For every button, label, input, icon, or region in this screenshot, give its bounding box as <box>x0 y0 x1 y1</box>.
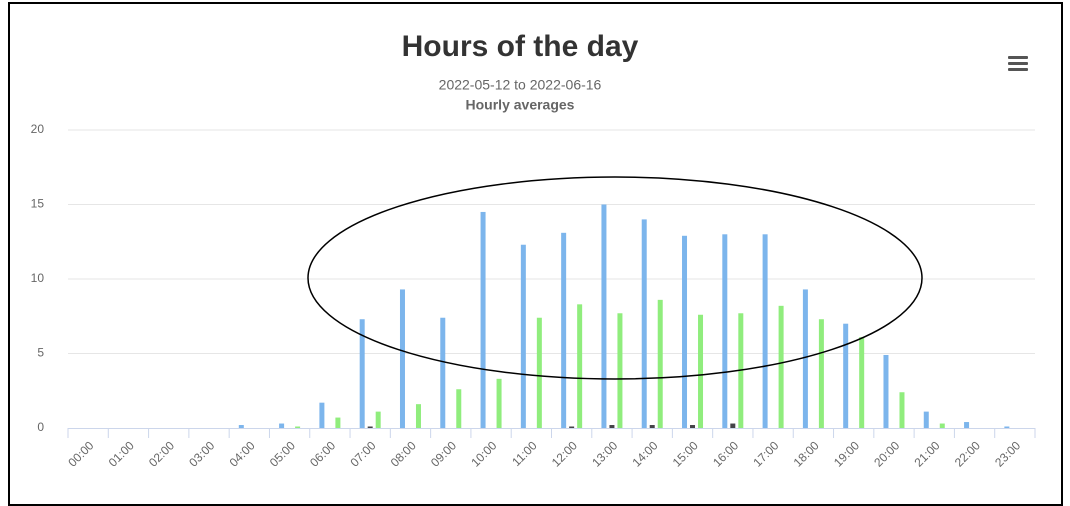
x-tick-label: 00:00 <box>65 438 96 469</box>
bar <box>367 426 373 428</box>
bar <box>279 423 285 428</box>
x-tick-label: 19:00 <box>831 438 862 469</box>
bar <box>561 232 567 428</box>
x-tick-label: 15:00 <box>670 438 701 469</box>
bar <box>440 317 446 428</box>
x-tick-label: 23:00 <box>992 438 1023 469</box>
bar <box>883 354 889 428</box>
x-tick-label: 04:00 <box>227 438 258 469</box>
bar <box>762 234 768 428</box>
x-tick-label: 12:00 <box>549 438 580 469</box>
bar <box>843 323 849 428</box>
bar <box>359 319 365 428</box>
x-tick-label: 21:00 <box>912 438 943 469</box>
bar <box>375 411 381 428</box>
x-tick-label: 13:00 <box>589 438 620 469</box>
bar <box>730 423 736 428</box>
bar <box>415 404 421 428</box>
bar <box>456 389 462 428</box>
bar <box>923 411 929 428</box>
menu-bar[interactable] <box>1008 68 1028 71</box>
bar <box>657 299 663 428</box>
y-tick-label: 15 <box>31 197 45 211</box>
bar <box>698 314 704 428</box>
x-tick-label: 01:00 <box>106 438 137 469</box>
y-tick-label: 10 <box>31 271 45 285</box>
x-tick-label: 11:00 <box>509 438 540 469</box>
menu-bar[interactable] <box>1008 62 1028 65</box>
bar <box>319 402 325 428</box>
x-tick-label: 17:00 <box>750 438 781 469</box>
chart-subtitle: Hourly averages <box>466 97 575 113</box>
y-tick-label: 20 <box>31 122 45 136</box>
bar <box>536 317 542 428</box>
bar <box>802 289 808 428</box>
x-tick-label: 03:00 <box>186 438 217 469</box>
bar <box>601 204 607 428</box>
menu-icon[interactable] <box>1008 56 1028 71</box>
bar <box>899 392 905 428</box>
annotation-ellipse <box>307 176 923 380</box>
bar <box>690 425 696 428</box>
bar <box>617 313 623 428</box>
bar <box>577 304 583 428</box>
bar <box>399 289 405 428</box>
menu-bar[interactable] <box>1008 56 1028 59</box>
x-tick-label: 06:00 <box>307 438 338 469</box>
chart-title: Hours of the day <box>402 30 639 63</box>
bar <box>569 426 575 428</box>
bar <box>609 425 615 428</box>
x-tick-label: 20:00 <box>871 438 902 469</box>
x-tick-label: 10:00 <box>468 438 499 469</box>
bar <box>778 305 784 428</box>
bar <box>859 337 865 428</box>
x-tick-label: 07:00 <box>347 438 378 469</box>
bar <box>496 378 502 428</box>
bar <box>520 244 526 428</box>
bar <box>295 426 301 428</box>
x-tick-label: 05:00 <box>267 438 298 469</box>
x-tick-label: 16:00 <box>710 438 741 469</box>
y-tick-label: 0 <box>37 420 44 434</box>
y-tick-label: 5 <box>37 346 44 360</box>
x-tick-label: 09:00 <box>428 438 459 469</box>
x-tick-label: 22:00 <box>952 438 983 469</box>
bar <box>1004 426 1010 428</box>
bar <box>939 423 945 428</box>
x-tick-label: 08:00 <box>388 438 419 469</box>
bar <box>964 422 970 428</box>
x-tick-label: 18:00 <box>791 438 822 469</box>
bar <box>649 425 655 428</box>
bar <box>818 319 824 428</box>
plot: 0 5 10 15 20 00:00 01:00 02:00 03:00 04:00 05:00 06… <box>31 122 1036 470</box>
bar <box>641 219 647 428</box>
frame <box>8 2 1063 506</box>
bar <box>238 425 244 428</box>
bar <box>480 211 486 428</box>
chart-subtitle: 2022-05-12 to 2022-06-16 <box>439 77 602 93</box>
x-tick-label: 14:00 <box>629 438 660 469</box>
bar <box>682 235 688 428</box>
x-tick-label: 02:00 <box>146 438 177 469</box>
bar <box>722 234 728 428</box>
bar <box>335 417 341 428</box>
